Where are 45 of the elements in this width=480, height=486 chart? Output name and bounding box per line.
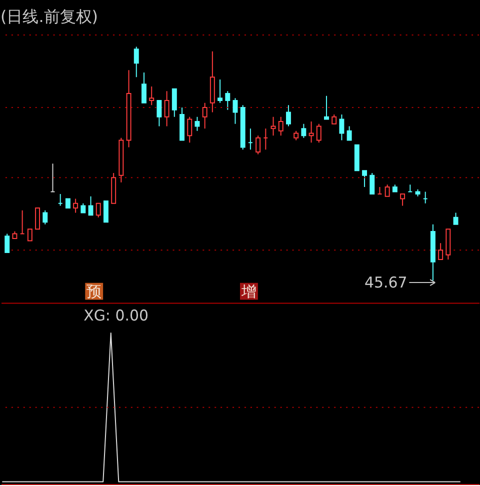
candlestick xyxy=(294,130,299,141)
candlestick xyxy=(286,104,291,127)
annotation: 45.67 xyxy=(364,274,408,292)
candlestick xyxy=(172,88,177,118)
candlestick xyxy=(218,78,223,104)
candlestick xyxy=(370,172,375,195)
candlestick xyxy=(400,194,406,206)
candlestick xyxy=(27,228,32,242)
candlestick xyxy=(96,202,101,218)
candlestick xyxy=(232,98,238,124)
candlestick xyxy=(88,196,94,216)
text: 预 xyxy=(86,282,102,300)
candlestick xyxy=(225,90,230,110)
candlestick xyxy=(324,95,329,120)
candlestick xyxy=(256,135,261,155)
candlestick xyxy=(362,170,368,188)
candlestick xyxy=(42,210,48,225)
text: 增 xyxy=(240,282,256,300)
candlestick xyxy=(194,116,200,132)
candlestick xyxy=(4,233,10,253)
candlestick xyxy=(35,208,40,230)
candlestick xyxy=(164,90,170,127)
candlestick xyxy=(149,86,154,106)
candlestick xyxy=(453,212,458,225)
candlestick xyxy=(308,121,314,144)
candlestick xyxy=(103,200,108,223)
candlestick xyxy=(278,116,284,136)
candlestick xyxy=(134,46,139,78)
candlestick xyxy=(384,184,390,197)
candlestick xyxy=(65,198,70,209)
candlestick xyxy=(332,114,337,124)
candlestick xyxy=(316,123,322,144)
candlestick xyxy=(142,72,146,104)
candlestick xyxy=(187,116,192,144)
candlestick xyxy=(156,100,162,127)
chart-title: (日线.前复权) xyxy=(0,6,98,26)
candlestick xyxy=(73,198,78,214)
candlestick xyxy=(438,242,444,260)
candlestick xyxy=(301,123,306,138)
candlestick xyxy=(270,116,276,136)
candlestick xyxy=(339,114,344,141)
candlestick xyxy=(202,102,208,130)
candlestick xyxy=(80,202,86,214)
candlestick xyxy=(346,126,352,141)
chart-title: XG: 0.00 xyxy=(84,306,148,325)
